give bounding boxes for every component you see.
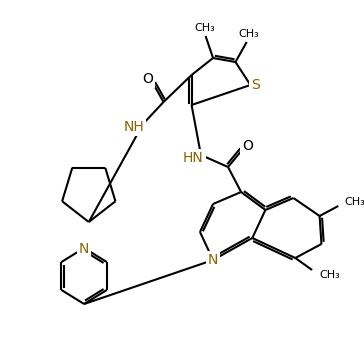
Text: CH₃: CH₃ xyxy=(194,23,215,33)
Text: CH₃: CH₃ xyxy=(238,29,259,39)
Text: CH₃: CH₃ xyxy=(344,197,364,207)
Text: N: N xyxy=(208,253,218,267)
Text: CH₃: CH₃ xyxy=(320,270,340,280)
Text: O: O xyxy=(242,139,253,153)
Text: S: S xyxy=(251,78,260,92)
Text: N: N xyxy=(79,242,89,256)
Text: O: O xyxy=(142,72,153,86)
Text: HN: HN xyxy=(183,151,204,165)
Text: NH: NH xyxy=(123,120,144,134)
